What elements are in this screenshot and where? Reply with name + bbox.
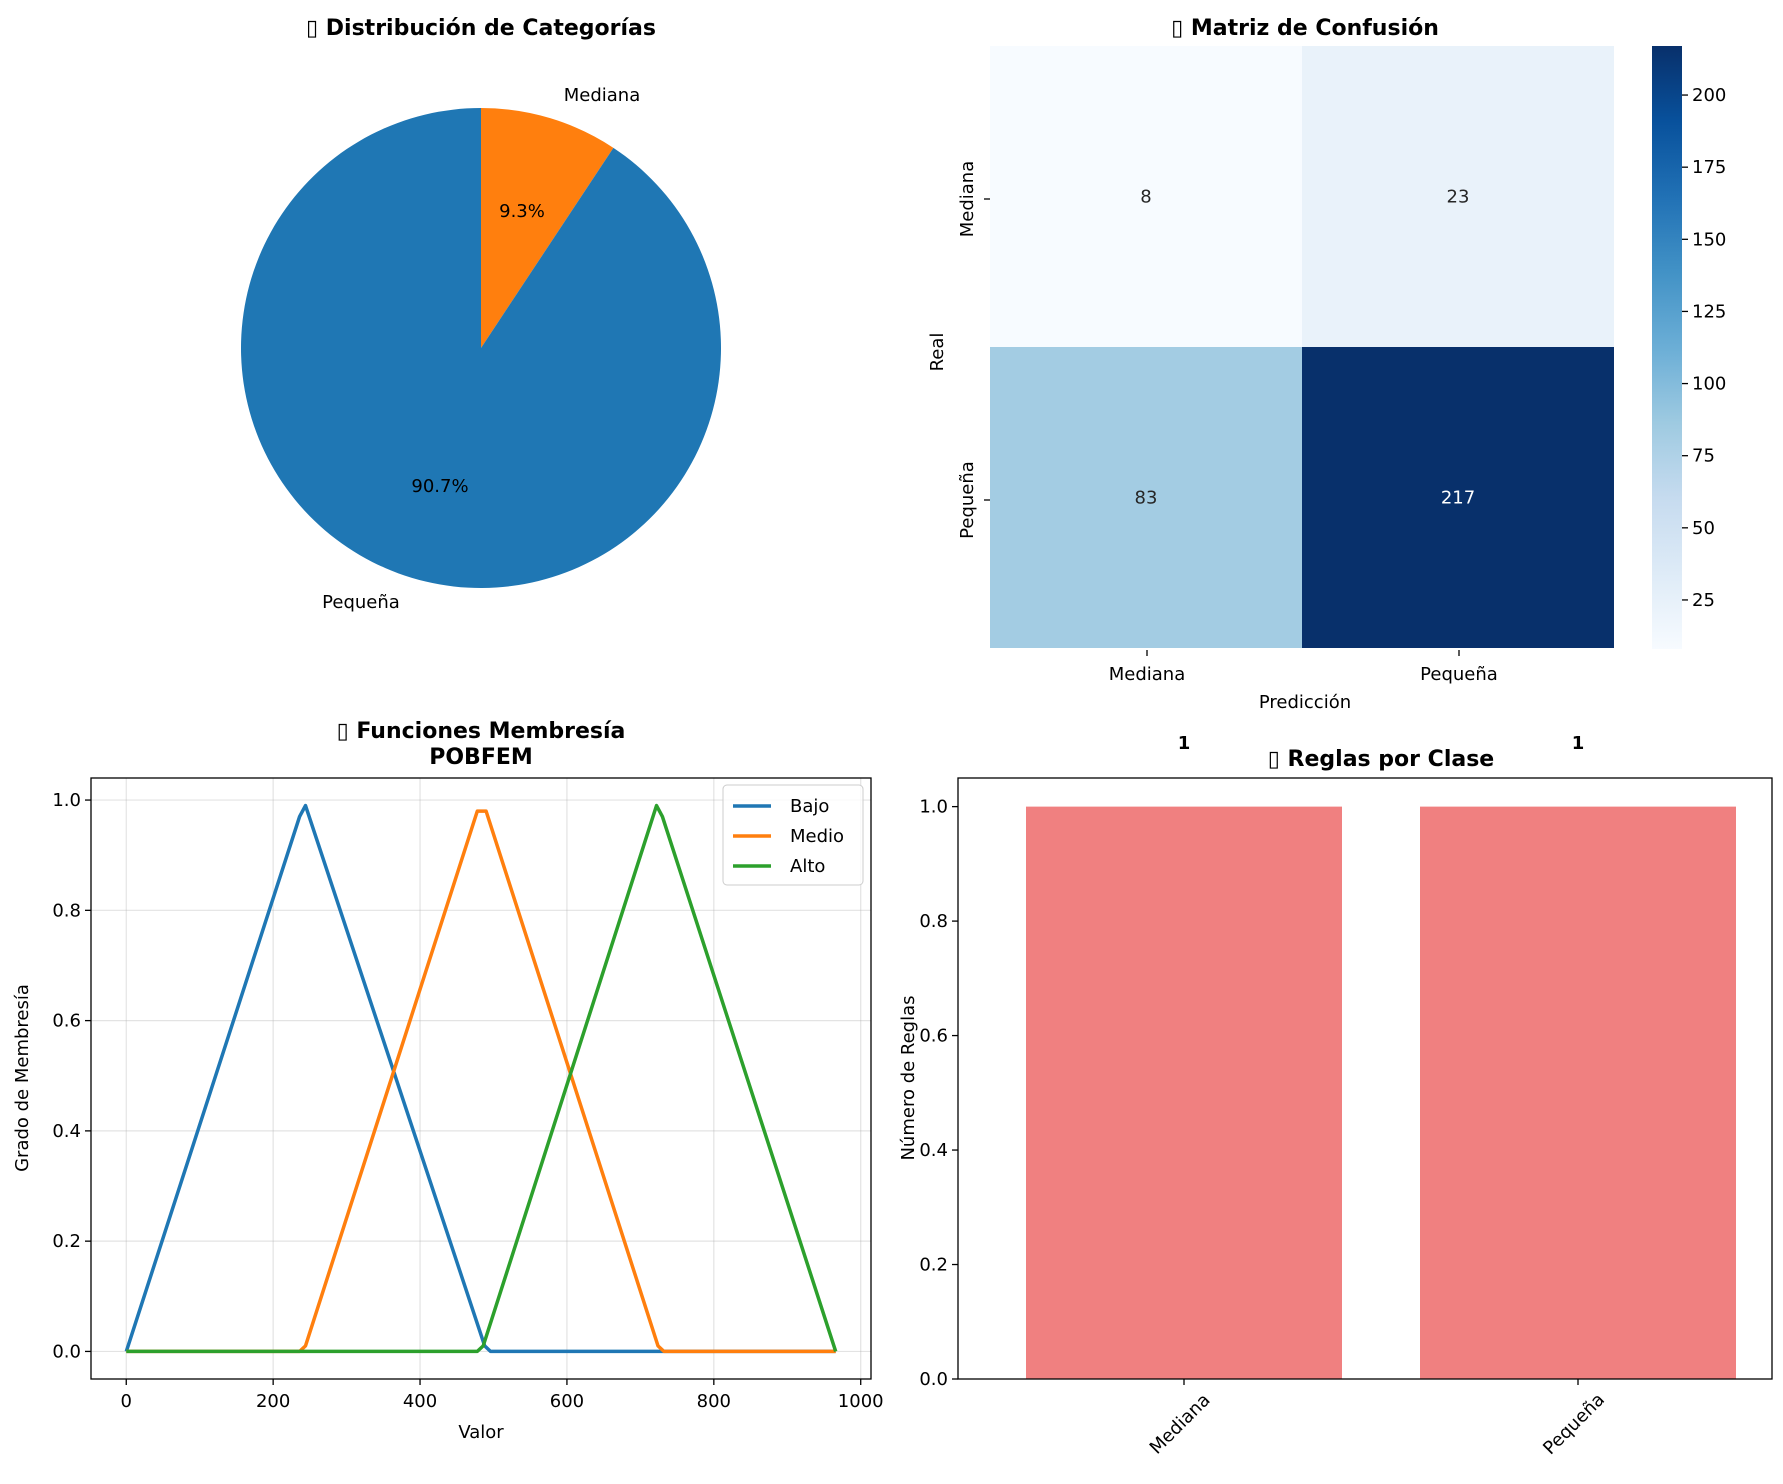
- cm-ylabel: Real: [927, 333, 948, 372]
- mf-legend: Bajo Medio Alto: [722, 784, 864, 886]
- mf-title: ▯ Funciones Membresía: [337, 719, 626, 744]
- colorbar-tick-label: 75: [1692, 446, 1715, 467]
- pie-slice-pequena: [241, 108, 721, 588]
- colorbar-tick-label: 25: [1692, 590, 1715, 611]
- cm-cell-value-1-0: 83: [1135, 488, 1158, 509]
- bar-ytick-label: 0.6: [919, 1026, 948, 1047]
- cm-title: ▯ Matriz de Confusión: [1171, 16, 1439, 41]
- cm-cell-0-0: [990, 46, 1302, 347]
- mf-ytick-label: 0.2: [52, 1231, 81, 1252]
- mf-xtick-label: 800: [697, 1391, 731, 1412]
- cm-cell-0-1: [1302, 46, 1614, 347]
- bar-axes-frame: [957, 777, 1773, 1380]
- colorbar: [1652, 46, 1682, 649]
- mf-axes-frame: [90, 777, 872, 1380]
- mf-ytick-label: 0.6: [52, 1011, 81, 1032]
- cm-xlabel: Predicción: [1259, 692, 1351, 713]
- membership-panel: ▯ Funciones Membresía POBFEM 0 200 400 600 8…: [12, 719, 884, 1443]
- mf-xlabel: Valor: [458, 1422, 504, 1443]
- bar-ytick-label: 1.0: [919, 797, 948, 818]
- cm-xtick-mediana: Mediana: [1109, 664, 1186, 685]
- cm-cell-1-1: [1302, 347, 1614, 648]
- legend-label-bajo: Bajo: [790, 796, 829, 817]
- pie-chart-panel: ▯ Distribución de Categorías Mediana Peq…: [241, 16, 721, 613]
- bar-ytick-label: 0.2: [919, 1255, 948, 1276]
- bar-value-label: 1: [1178, 733, 1191, 754]
- pie-title: ▯ Distribución de Categorías: [306, 16, 656, 41]
- pie-label-pequena: Pequeña: [322, 592, 400, 613]
- pie-label-mediana: Mediana: [564, 85, 641, 106]
- bar-xtick-pequena: Pequeña: [1539, 1389, 1609, 1459]
- mf-ytick-label: 1.0: [52, 790, 81, 811]
- mf-xtick-label: 0: [121, 1391, 132, 1412]
- bar-ytick-label: 0.0: [919, 1369, 948, 1390]
- pie-pct-pequena: 90.7%: [411, 476, 468, 497]
- bar-title: ▯ Reglas por Clase: [1268, 747, 1494, 772]
- colorbar-tick-label: 150: [1692, 229, 1726, 250]
- mf-line-medio: [126, 809, 836, 1354]
- mf-xtick-label: 1000: [838, 1391, 884, 1412]
- bar-ylabel: Número de Reglas: [898, 995, 919, 1160]
- mf-xtick-label: 600: [550, 1391, 584, 1412]
- mf-line-bajo: [124, 803, 836, 1354]
- bar-ticks: 0.0 0.2 0.4 0.6 0.8 1.0: [919, 797, 1579, 1390]
- mf-xtick-label: 200: [256, 1391, 290, 1412]
- pie-slice-mediana: [481, 108, 614, 348]
- colorbar-tick-label: 175: [1692, 157, 1726, 178]
- mf-ytick-label: 0.0: [52, 1341, 81, 1362]
- bar-xtick-mediana: Mediana: [1146, 1390, 1215, 1459]
- colorbar-tick-label: 125: [1692, 301, 1726, 322]
- cm-ytick-mediana: Mediana: [957, 161, 978, 238]
- cm-cell-value-0-0: 8: [1140, 187, 1151, 208]
- bar-value-label: 1: [1572, 733, 1585, 754]
- colorbar-tick-label: 100: [1692, 374, 1726, 395]
- colorbar-ticks: 25 50 75 100 125 150 175 200: [1682, 85, 1726, 611]
- bar-ytick-label: 0.4: [919, 1140, 948, 1161]
- mf-title-line2: POBFEM: [429, 745, 533, 770]
- mf-ticks: 0 200 400 600 800 1000 0.0 0.2 0.4 0.6 0.8 1.0: [52, 790, 883, 1412]
- confusion-matrix-panel: ▯ Matriz de Confusión 8 23 83 217 Predicció…: [927, 16, 1726, 713]
- cm-cell-value-0-1: 23: [1447, 187, 1470, 208]
- cm-cell-1-0: [990, 347, 1302, 648]
- bar-ytick-label: 0.8: [919, 911, 948, 932]
- mf-xtick-label: 400: [403, 1391, 437, 1412]
- legend-label-medio: Medio: [790, 826, 844, 847]
- mf-ytick-label: 0.8: [52, 900, 81, 921]
- bar-pequena: [1420, 806, 1736, 1379]
- colorbar-tick-label: 200: [1692, 85, 1726, 106]
- cm-xtick-pequena: Pequeña: [1420, 664, 1498, 685]
- legend-label-alto: Alto: [790, 856, 825, 877]
- colorbar-tick-label: 50: [1692, 518, 1715, 539]
- cm-cell-value-1-1: 217: [1441, 488, 1475, 509]
- cm-ytick-pequena: Pequeña: [957, 461, 978, 539]
- mf-ytick-label: 0.4: [52, 1121, 81, 1142]
- cm-cells: 8 23 83 217: [990, 46, 1614, 648]
- pie-slices: [241, 108, 721, 588]
- mf-lines: [124, 803, 838, 1354]
- bar-mediana: [1026, 806, 1342, 1379]
- pie-pct-mediana: 9.3%: [499, 201, 545, 222]
- mf-ylabel: Grado de Membresía: [12, 984, 33, 1172]
- mf-line-alto: [126, 803, 838, 1354]
- mf-legend-box: [722, 784, 864, 886]
